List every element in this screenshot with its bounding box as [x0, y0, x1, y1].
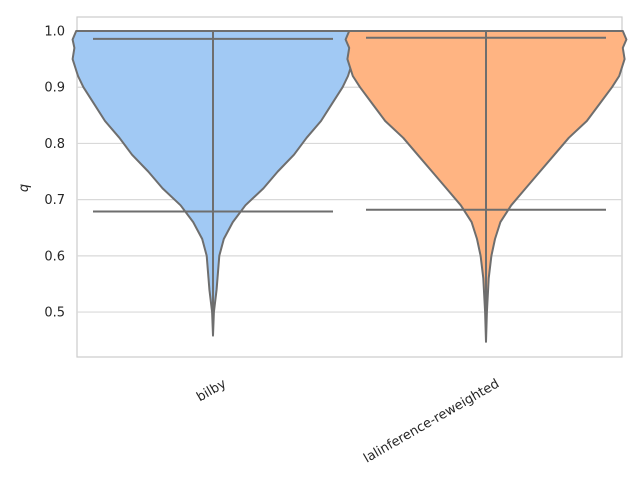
y-axis-label: q — [17, 184, 32, 192]
y-tick-label: 0.8 — [44, 137, 65, 152]
y-tick-labels: 0.5 0.6 0.7 0.8 0.9 1.0 — [44, 25, 65, 321]
y-tick-label: 0.9 — [44, 81, 65, 96]
y-tick-label: 0.6 — [44, 249, 65, 264]
y-tick-label: 1.0 — [44, 25, 65, 40]
y-tick-label: 0.7 — [44, 193, 65, 208]
x-tick-label: lalinference-reweighted — [361, 376, 502, 466]
y-tick-label: 0.5 — [44, 306, 65, 321]
x-tick-labels: bilby lalinference-reweighted — [194, 376, 502, 466]
x-tick-label: bilby — [194, 376, 229, 405]
violins — [71, 30, 628, 343]
